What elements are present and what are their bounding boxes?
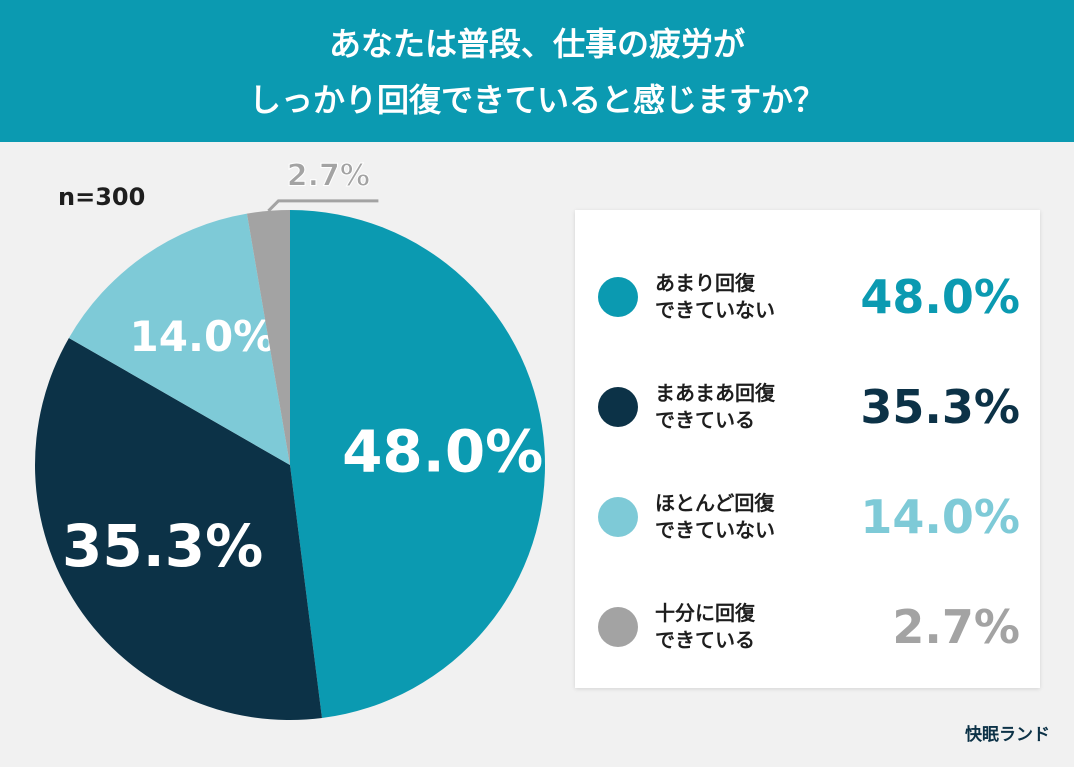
chart-title: しっかり回復できていると感じますか？ — [249, 81, 825, 119]
pie-slice — [34, 337, 322, 720]
legend-label: あまり回復 できていない — [655, 271, 775, 322]
slice-label: 48.0% — [342, 418, 543, 486]
brand: 快眠ランド — [965, 725, 1050, 745]
legend-value: 14.0% — [860, 490, 1020, 544]
slice-label: 14.0% — [130, 312, 276, 361]
legend: あまり回復 できていない 48.0% まあまあ回復 できている 35.3% ほとんど回復… — [575, 210, 1040, 688]
slice-label: 35.3% — [62, 512, 263, 580]
legend-label: まあまあ回復 できている — [655, 381, 775, 432]
legend-value: 35.3% — [860, 380, 1020, 434]
legend-swatch — [598, 607, 638, 647]
legend-item: まあまあ回復 できている 35.3% — [575, 372, 1040, 442]
legend-swatch — [598, 277, 638, 317]
pie-slice — [290, 210, 546, 718]
sample-note: n=300 — [58, 183, 145, 211]
slice-label: 2.7% — [287, 158, 370, 193]
legend-swatch — [598, 497, 638, 537]
pie-slice — [68, 213, 290, 465]
legend-item: ほとんど回復 できていない 14.0% — [575, 482, 1040, 552]
header-band — [0, 0, 1074, 142]
chart-title: あなたは普段、仕事の疲労が — [329, 25, 745, 63]
leader-line — [267, 199, 379, 212]
legend-value: 2.7% — [892, 600, 1020, 654]
legend-label: 十分に回復 できている — [655, 601, 755, 652]
legend-item: あまり回復 できていない 48.0% — [575, 262, 1040, 332]
pie-slice — [246, 210, 290, 465]
legend-item: 十分に回復 できている 2.7% — [575, 592, 1040, 662]
legend-label: ほとんど回復 できていない — [655, 491, 775, 542]
legend-value: 48.0% — [860, 270, 1020, 324]
legend-swatch — [598, 387, 638, 427]
